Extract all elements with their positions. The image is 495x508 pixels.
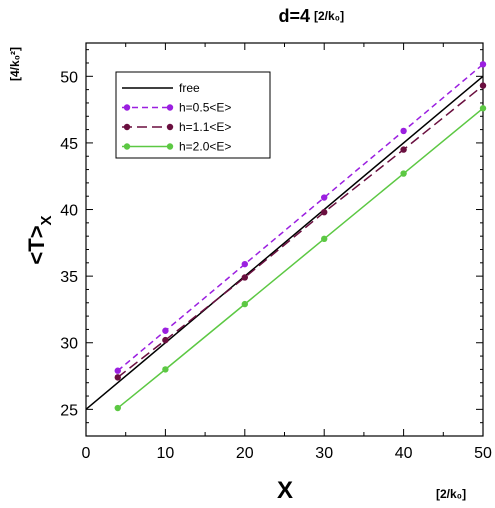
y-axis-label-main: <T> [24,225,49,264]
data-point-series-1 [241,260,248,268]
y-axis-unit: [4/k₀²] [8,47,22,81]
data-point-series-3 [241,300,248,308]
x-axis-label: X [277,477,293,504]
y-axis-unit-group: [4/k₀²] [8,47,22,81]
legend-label: free [179,81,200,95]
legend-label: h=0.5<E> [179,101,231,115]
data-point-series-3 [400,170,407,177]
x-tick-label: 50 [474,445,492,462]
legend-marker [123,123,131,131]
data-point-series-2 [400,146,407,153]
y-ticks: 25 30 35 40 45 50 [60,49,483,424]
data-point-series-1 [479,61,487,68]
y-axis-label-subscript: X [38,215,55,225]
series-line-0 [85,75,484,410]
legend-label: h=2.0<E> [179,140,231,154]
legend-marker [123,104,131,111]
legend-entries: free h=0.5<E> h=1.1<E> h=2.0<E> [122,81,231,154]
y-tick-label: 35 [60,269,78,286]
legend-marker [166,143,174,150]
data-point-series-3 [321,235,328,243]
data-point-series-2 [321,208,328,216]
legend-label: h=1.1<E> [179,120,231,134]
chart-title-unit: [2/k₀] [314,9,344,23]
x-tick-label: 30 [315,445,333,462]
legend-box [115,71,271,159]
data-point-series-2 [114,374,121,381]
legend-marker [123,143,131,150]
data-point-series-3 [162,366,169,373]
x-tick-label: 40 [395,445,413,462]
data-point-series-1 [162,327,169,334]
data-point-series-1 [321,194,328,201]
x-tick-label: 0 [82,445,91,462]
series-line-2 [117,85,484,378]
data-point-series-2 [479,82,487,89]
legend: free h=0.5<E> h=1.1<E> h=2.0<E> [115,71,271,159]
y-tick-label: 30 [60,336,78,353]
y-tick-label: 25 [60,402,78,419]
y-tick-label: 50 [60,69,78,86]
legend-marker [166,104,174,111]
data-point-series-1 [114,367,121,374]
data-point-series-3 [114,404,121,412]
data-point-series-1 [400,127,407,135]
x-axis-unit: [2/k₀] [436,487,466,501]
y-axis-label-group: <T>X [24,215,55,264]
data-point-series-2 [162,336,169,344]
series-layer [85,61,487,412]
series-line-1 [117,63,484,372]
y-axis-label: <T>X [24,215,55,264]
x-tick-label: 10 [157,445,175,462]
data-point-series-2 [241,274,248,281]
chart-title: d=4 [278,6,310,26]
x-tick-label: 20 [236,445,254,462]
x-ticks: 0 10 20 30 40 50 [82,43,492,462]
data-point-series-3 [479,105,487,112]
legend-marker [166,123,174,131]
y-tick-label: 45 [60,136,78,153]
y-tick-label: 40 [60,203,78,220]
series-line-3 [117,107,484,409]
